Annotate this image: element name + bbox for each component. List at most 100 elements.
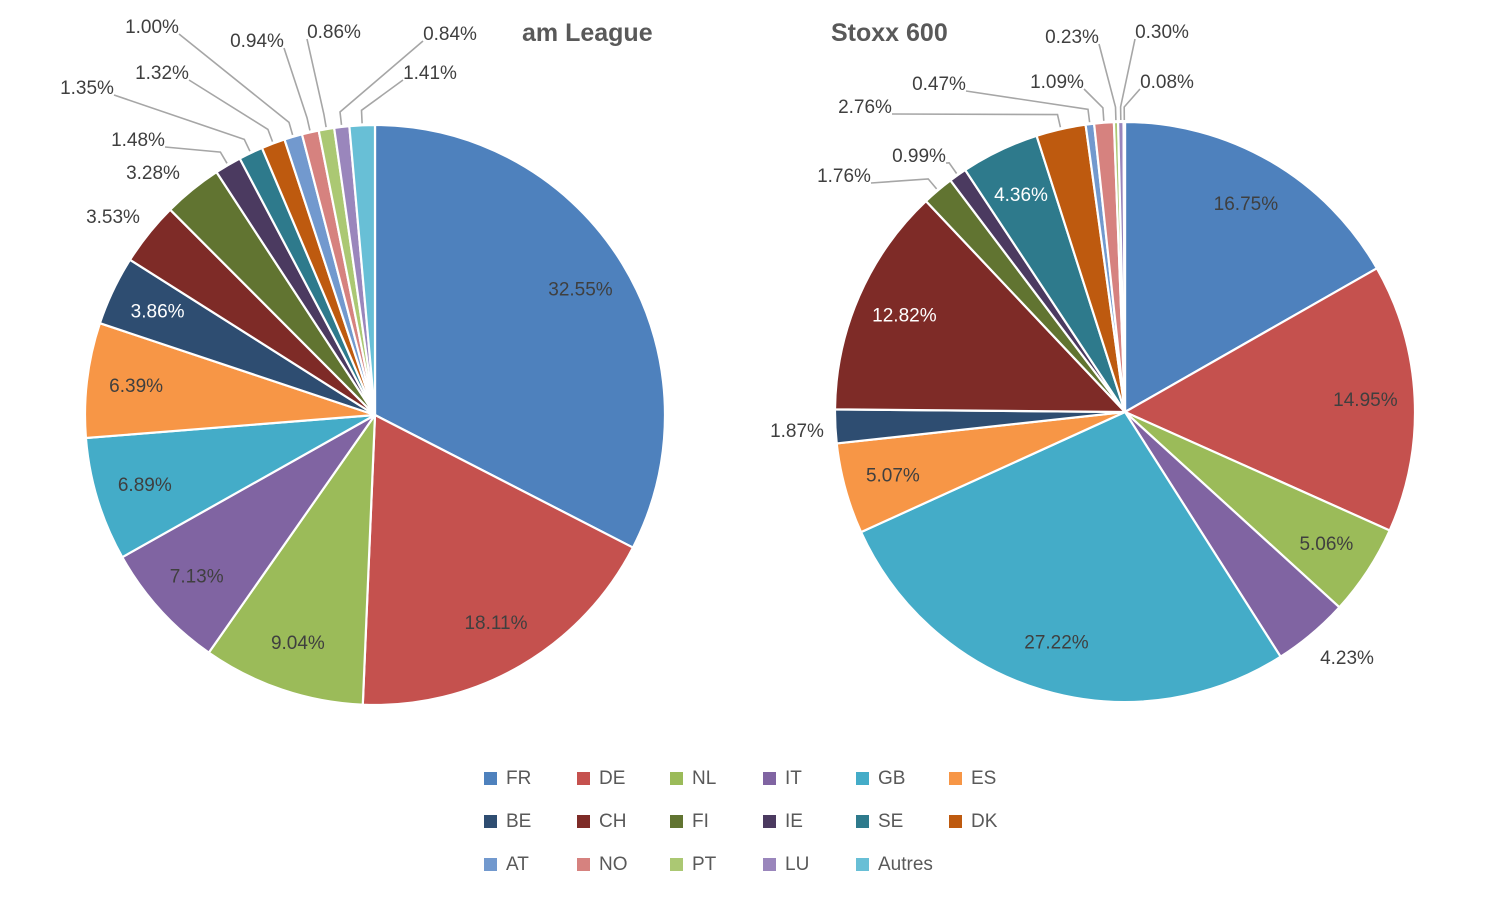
leader-line-lu: [1119, 38, 1136, 121]
pie-label-fr: 32.55%: [548, 280, 613, 301]
pie-label-dk: 2.76%: [838, 97, 892, 118]
legend-item-nl: NL: [670, 757, 763, 800]
legend-label: PT: [692, 853, 717, 875]
legend-item-no: NO: [577, 843, 670, 886]
pie-label-ch: 12.82%: [872, 306, 937, 327]
pie-label-at: 1.00%: [125, 17, 179, 38]
pie-slice-es: [83, 322, 377, 440]
legend-swatch-pt: [670, 858, 683, 871]
leader-line-dk: [188, 79, 274, 142]
pie-label-be: 3.86%: [131, 302, 185, 323]
legend-item-it: IT: [763, 757, 856, 800]
leader-line-se: [113, 94, 251, 152]
pie-label-se: 1.35%: [60, 78, 114, 99]
left-chart-title: am League: [522, 19, 653, 47]
pie-label-lu: 0.30%: [1135, 22, 1189, 43]
legend-swatch-gb: [856, 772, 869, 785]
legend-label: SE: [878, 810, 904, 832]
legend-label: FR: [506, 767, 532, 789]
pie-label-fi: 3.28%: [126, 163, 180, 184]
pie-label-nl: 9.04%: [271, 633, 325, 654]
pie-slice-it: [121, 413, 377, 654]
legend-swatch-dk: [949, 815, 962, 828]
pie-label-no: 1.09%: [1030, 72, 1084, 93]
legend-label: LU: [785, 853, 810, 875]
pie-label-it: 7.13%: [170, 567, 224, 588]
pie-label-it: 4.23%: [1320, 648, 1374, 669]
pie-slice-ch: [833, 199, 1127, 414]
legend-swatch-es: [949, 772, 962, 785]
legend-swatch-nl: [670, 772, 683, 785]
legend-item-ch: CH: [577, 800, 670, 843]
legend-swatch-ie: [763, 815, 776, 828]
pie-slice-de: [1123, 267, 1417, 532]
legend-swatch-de: [577, 772, 590, 785]
legend-label: IE: [785, 810, 803, 832]
pie-slice-autres: [1122, 120, 1127, 414]
pie-label-de: 18.11%: [464, 613, 527, 634]
pie-label-de: 14.95%: [1333, 390, 1398, 411]
pie-slice-fr: [1123, 120, 1378, 414]
pie-label-gb: 6.89%: [118, 475, 172, 496]
legend-swatch-lu: [763, 858, 776, 871]
legend-swatch-no: [577, 858, 590, 871]
leader-line-pt: [306, 38, 327, 128]
leader-line-ie: [945, 161, 958, 174]
pie-slice-de: [361, 413, 635, 707]
right-chart-title: Stoxx 600: [831, 19, 948, 47]
leader-line-no: [1083, 88, 1105, 121]
pie-label-gb: 27.22%: [1024, 633, 1089, 654]
pie-label-es: 5.07%: [866, 466, 920, 487]
legend-swatch-be: [484, 815, 497, 828]
legend-item-gb: GB: [856, 757, 949, 800]
legend-item-se: SE: [856, 800, 949, 843]
legend-swatch-autres: [856, 858, 869, 871]
leader-line-ie: [164, 146, 228, 164]
pie-label-ch: 3.53%: [86, 207, 140, 228]
pie-charts-svg: 32.55% 18.11% 9.04% 7.13% 6.89% 6.39% 3.86% 3.5…: [60, 17, 1417, 707]
pie-label-pt: 0.86%: [307, 22, 361, 43]
pie-label-nl: 5.06%: [1299, 534, 1353, 555]
pie-label-lu: 0.84%: [423, 24, 477, 45]
legend-swatch-it: [763, 772, 776, 785]
legend-label: Autres: [878, 853, 933, 875]
legend-swatch-fr: [484, 772, 497, 785]
pie-slice-gb: [84, 413, 377, 559]
legend-item-fi: FI: [670, 800, 763, 843]
legend-item-dk: DK: [949, 800, 1042, 843]
chart-legend: FR DE NL IT GB ES BE CH FI IE SE DK AT NO PT LU Autres: [484, 757, 1042, 886]
pie-slice-nl: [207, 413, 377, 706]
legend-label: BE: [506, 810, 532, 832]
legend-item-be: BE: [484, 800, 577, 843]
legend-label: CH: [599, 810, 627, 832]
legend-item-at: AT: [484, 843, 577, 886]
leader-line-no: [283, 47, 311, 131]
pie-label-es: 6.39%: [109, 376, 163, 397]
leader-line-autres: [1123, 88, 1141, 121]
pie-slice-fr: [373, 123, 667, 549]
leader-line-dk: [891, 113, 1062, 128]
legend-item-autres: Autres: [856, 843, 949, 886]
pie-label-fr: 16.75%: [1214, 194, 1279, 215]
legend-swatch-se: [856, 815, 869, 828]
legend-label: IT: [785, 767, 802, 789]
legend-item-lu: LU: [763, 843, 856, 886]
legend-swatch-fi: [670, 815, 683, 828]
pie-label-fi: 1.76%: [817, 166, 871, 187]
legend-label: NL: [692, 767, 717, 789]
pie-label-autres: 1.41%: [403, 63, 457, 84]
pie-label-at: 0.47%: [912, 74, 966, 95]
pie-label-ie: 1.48%: [111, 130, 165, 151]
leader-line-autres: [360, 79, 404, 124]
legend-label: ES: [971, 767, 997, 789]
legend-label: AT: [506, 853, 529, 875]
legend-item-pt: PT: [670, 843, 763, 886]
leader-line-fi: [870, 178, 938, 190]
legend-label: DK: [971, 810, 998, 832]
pie-label-no: 0.94%: [230, 31, 284, 52]
pie-label-be: 1.87%: [770, 421, 824, 442]
legend-item-ie: IE: [763, 800, 856, 843]
pie-label-dk: 1.32%: [135, 63, 189, 84]
legend-label: GB: [878, 767, 906, 789]
legend-label: DE: [599, 767, 626, 789]
